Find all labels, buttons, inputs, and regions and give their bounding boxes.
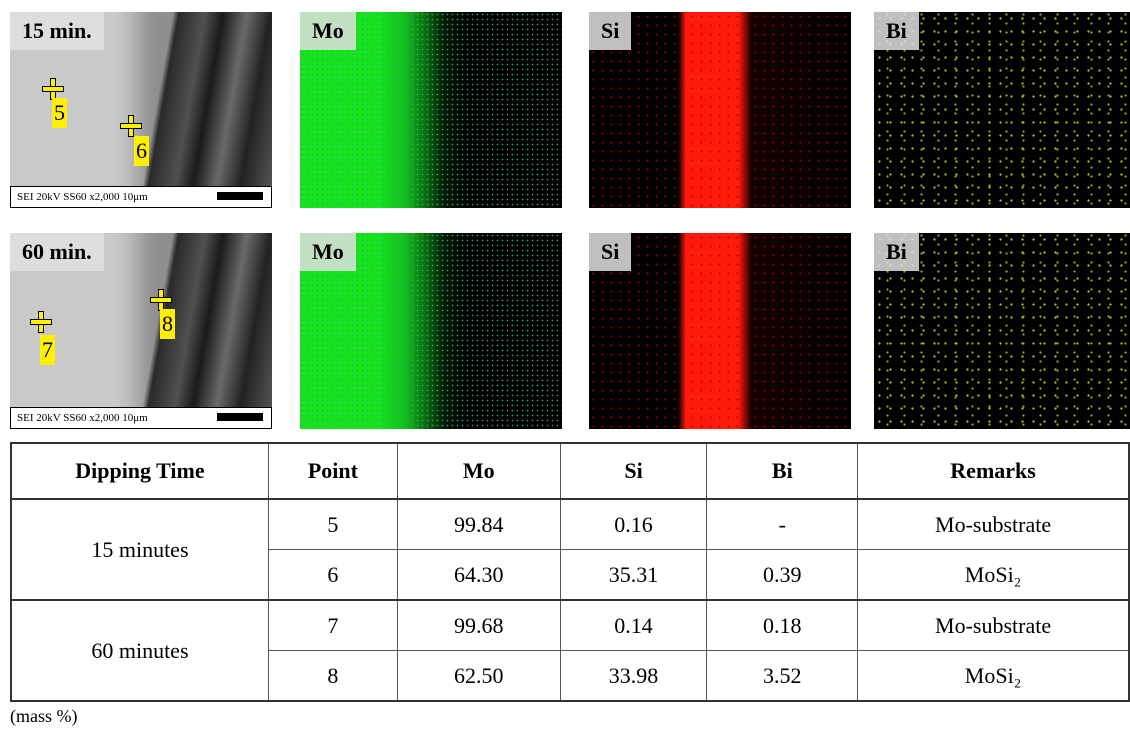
cell: 3.52: [707, 651, 858, 702]
panel-label: 15 min.: [10, 12, 104, 50]
cell: 7: [268, 600, 397, 651]
column-header: Point: [268, 443, 397, 499]
map-label: Mo: [300, 233, 356, 271]
cell: MoSi₂: [858, 651, 1129, 702]
point-marker: [150, 289, 172, 311]
map-label: Bi: [874, 233, 919, 271]
column-header: Si: [560, 443, 707, 499]
map-label: Si: [589, 12, 631, 50]
point-label: 7: [40, 335, 55, 365]
page: {"rows": [ {"label": "15 min.", "points"…: [0, 0, 1130, 731]
cell: 0.18: [707, 600, 858, 651]
cell: Mo-substrate: [858, 499, 1129, 550]
panel-label: 60 min.: [10, 233, 104, 271]
element-map: Si: [589, 233, 851, 429]
note: (mass %): [10, 706, 77, 727]
map-label: Bi: [874, 12, 919, 50]
point-marker: [30, 311, 52, 333]
sem-image: 60 min. 7 8 SEI 20kV SS60 x2,000 10μm: [10, 233, 272, 429]
point-marker: [120, 115, 142, 137]
map-label: Si: [589, 233, 631, 271]
point-label: 8: [160, 309, 175, 339]
cell: Mo-substrate: [858, 600, 1129, 651]
sem-image: 15 min. 5 6 SEI 20kV SS60 x2,000 10μm: [10, 12, 272, 208]
element-map: Bi: [874, 233, 1130, 429]
cell: -: [707, 499, 858, 550]
scale-bar: [217, 192, 263, 200]
cell: 5: [268, 499, 397, 550]
map-label: Mo: [300, 12, 356, 50]
cell: 33.98: [560, 651, 707, 702]
cell: 0.39: [707, 550, 858, 601]
cell: 64.30: [397, 550, 560, 601]
element-map: Mo: [300, 12, 562, 208]
cell: 99.84: [397, 499, 560, 550]
cell: 62.50: [397, 651, 560, 702]
scale-bar: [217, 413, 263, 421]
dipping-time: 60 minutes: [11, 600, 268, 701]
cell: 99.68: [397, 600, 560, 651]
point-marker: [42, 78, 64, 100]
sem-caption: SEI 20kV SS60 x2,000 10μm: [10, 407, 272, 429]
point-label: 5: [52, 98, 67, 128]
cell: 6: [268, 550, 397, 601]
column-header: Remarks: [858, 443, 1129, 499]
sem-caption: SEI 20kV SS60 x2,000 10μm: [10, 186, 272, 208]
element-map: Bi: [874, 12, 1130, 208]
cell: 0.14: [560, 600, 707, 651]
column-header: Bi: [707, 443, 858, 499]
cell: MoSi₂: [858, 550, 1129, 601]
cell: 35.31: [560, 550, 707, 601]
column-header: Mo: [397, 443, 560, 499]
cell: 0.16: [560, 499, 707, 550]
element-map: Si: [589, 12, 851, 208]
point-label: 6: [134, 136, 149, 166]
cell: 8: [268, 651, 397, 702]
dipping-time: 15 minutes: [11, 499, 268, 600]
column-header: Dipping Time: [11, 443, 268, 499]
element-map: Mo: [300, 233, 562, 429]
